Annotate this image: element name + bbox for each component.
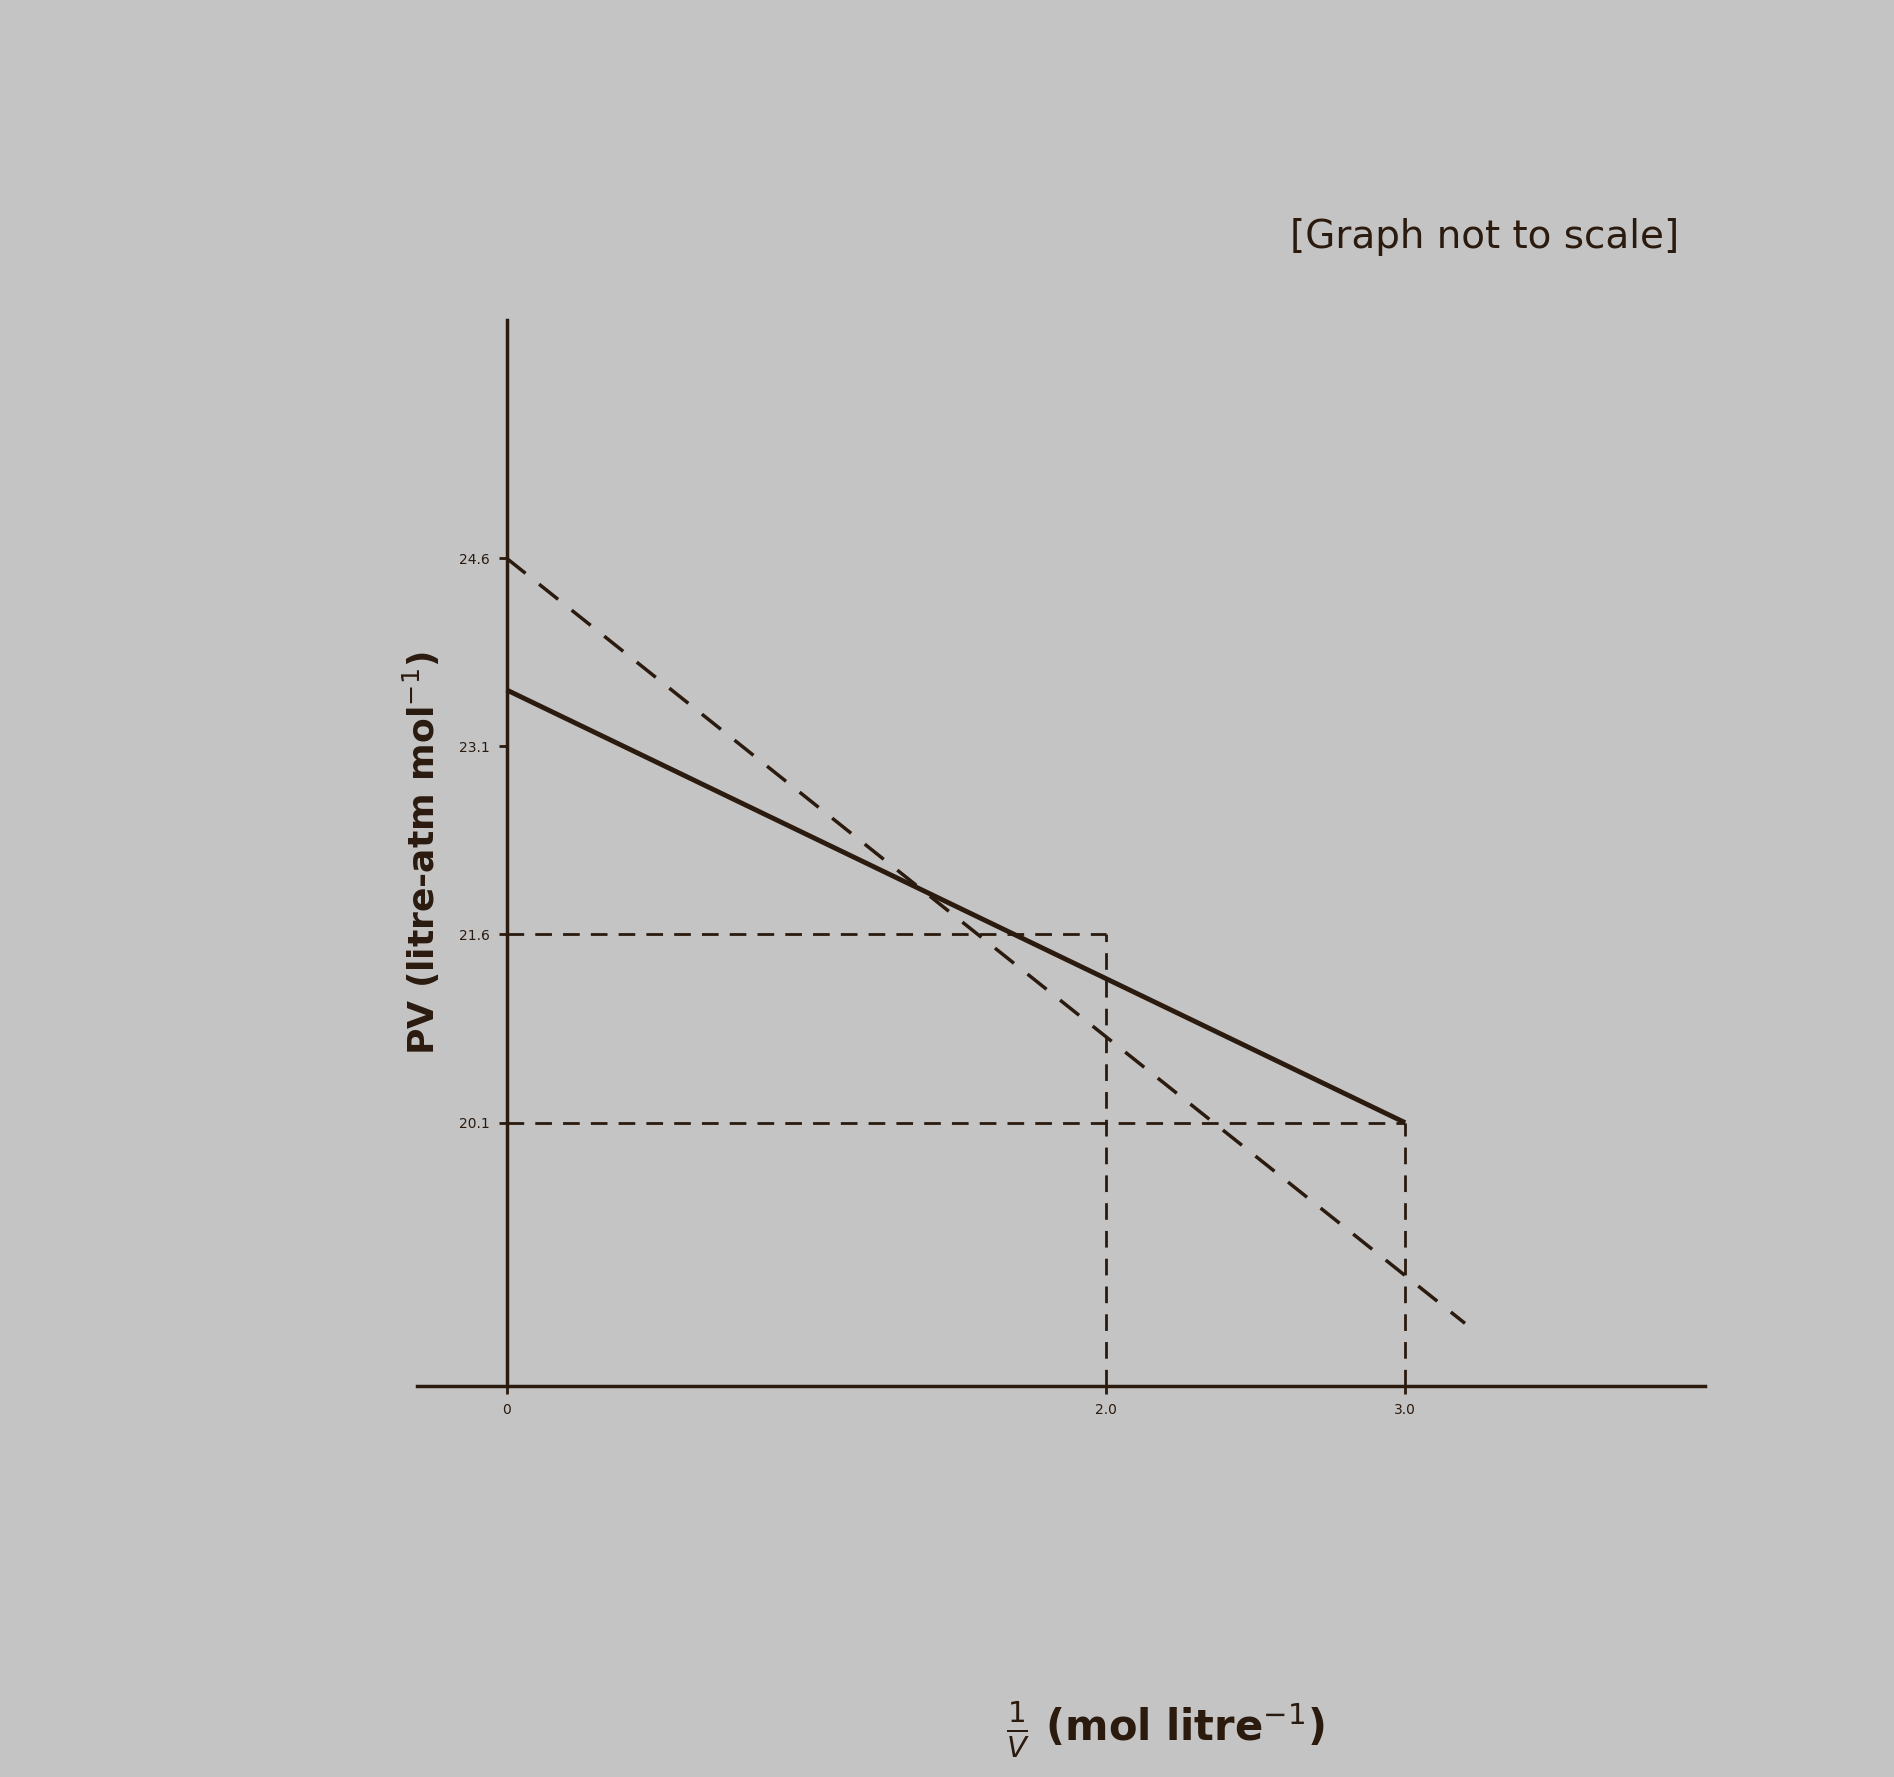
Text: $\frac{1}{V}$ (mol litre$^{-1}$): $\frac{1}{V}$ (mol litre$^{-1}$)	[1006, 1699, 1324, 1759]
Text: [Graph not to scale]: [Graph not to scale]	[1290, 219, 1678, 256]
Y-axis label: PV (litre-atm mol$^{-1}$): PV (litre-atm mol$^{-1}$)	[402, 650, 443, 1056]
